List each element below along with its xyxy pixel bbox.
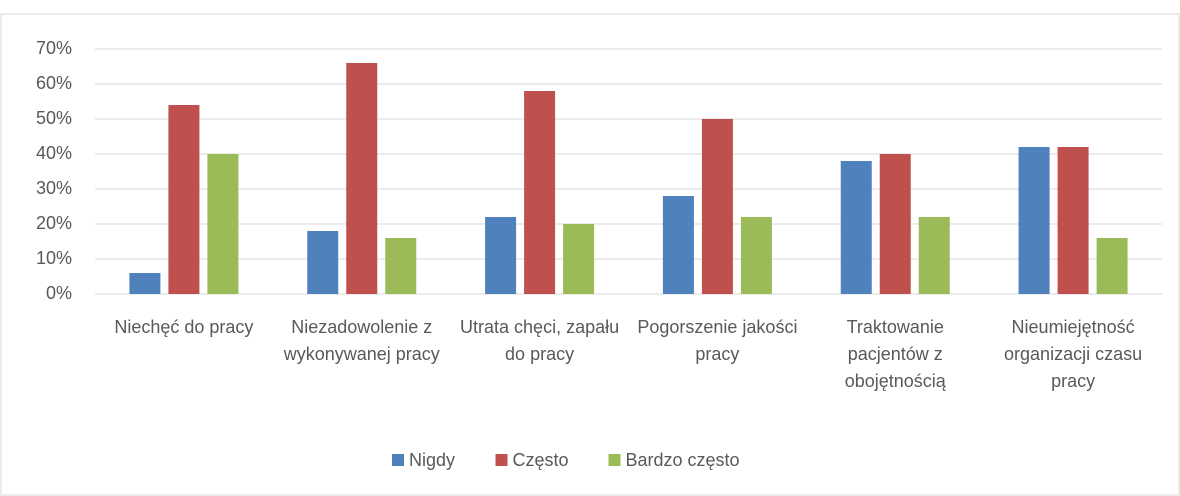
x-tick-label: Nieumiejętność organizacji czasu pracy (1004, 317, 1143, 391)
bar (207, 154, 239, 294)
bar (346, 63, 378, 294)
bar (1096, 238, 1128, 294)
bar (840, 161, 872, 294)
bar (524, 91, 556, 294)
bar (662, 196, 694, 294)
x-tick-label: Utrata chęci, zapału do pracy (460, 317, 620, 364)
bar (168, 105, 200, 294)
y-tick-label: 10% (36, 248, 72, 268)
x-tick-label: Niezadowolenie z wykonywanej pracy (283, 317, 440, 364)
legend-swatch (608, 454, 621, 466)
legend-swatch (392, 454, 404, 466)
legend-label: Bardzo często (626, 450, 740, 470)
bar (918, 217, 950, 294)
bar (385, 238, 417, 294)
bar (701, 119, 733, 294)
legend-swatch (495, 454, 508, 466)
y-tick-label: 0% (46, 283, 72, 303)
bar (1057, 147, 1089, 294)
bar (740, 217, 772, 294)
x-tick-label: Traktowanie pacjentów z obojętnością (844, 317, 946, 391)
y-tick-label: 60% (36, 73, 72, 93)
y-tick-label: 20% (36, 213, 72, 233)
bar (307, 231, 339, 294)
bar (1018, 147, 1050, 294)
legend-label: Często (513, 450, 569, 470)
y-tick-label: 30% (36, 178, 72, 198)
bar (563, 224, 595, 294)
y-tick-label: 70% (36, 38, 72, 58)
chart-border (0, 13, 1180, 496)
x-tick-label: Niechęć do pracy (114, 317, 254, 337)
x-tick-label: Pogorszenie jakości pracy (637, 317, 798, 364)
y-tick-label: 40% (36, 143, 72, 163)
bar (485, 217, 517, 294)
bar (879, 154, 911, 294)
y-tick-label: 50% (36, 108, 72, 128)
bar (129, 273, 161, 294)
legend-label: Nigdy (409, 450, 455, 470)
